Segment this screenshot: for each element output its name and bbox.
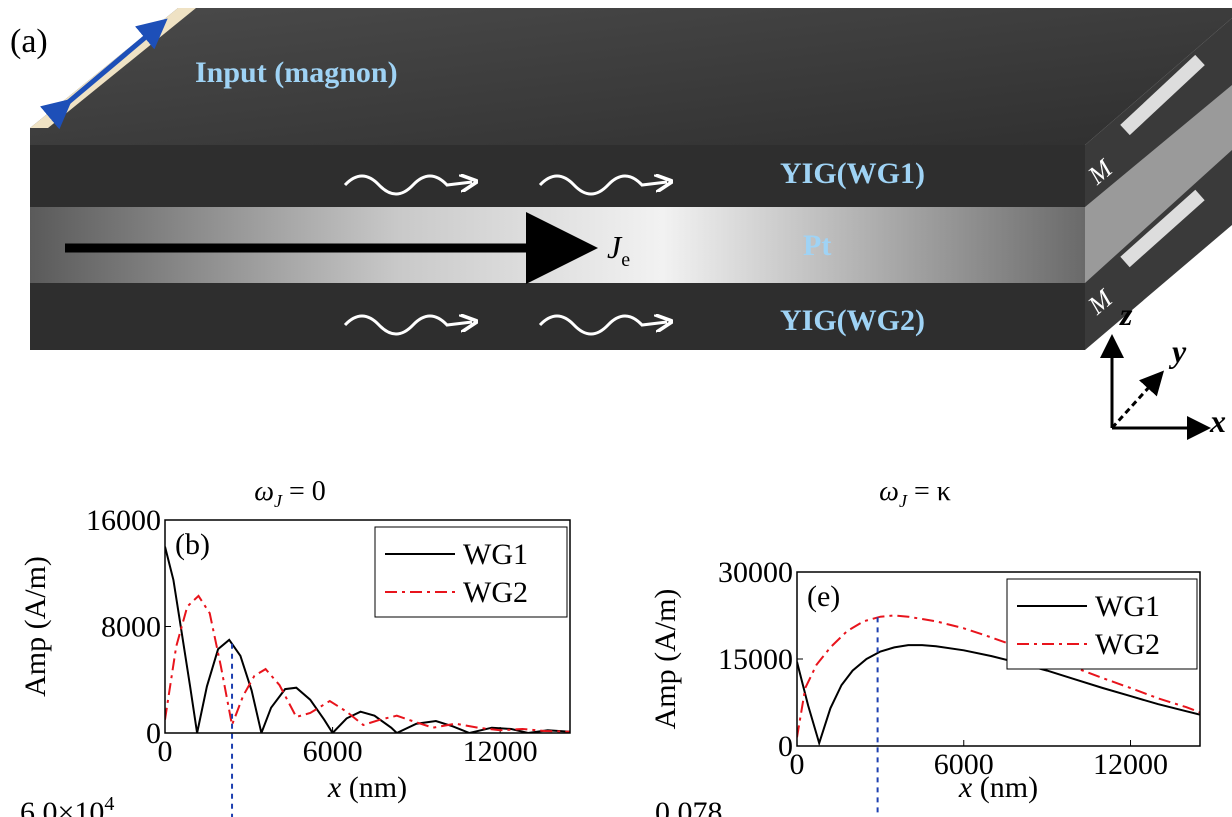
y-tick-label: 30000	[718, 556, 793, 589]
x-label-part: (nm)	[341, 771, 407, 804]
layer-label: YIG(WG1)	[780, 157, 925, 190]
x-tick-label: 12000	[463, 735, 538, 768]
panel-label: (b)	[175, 528, 210, 561]
title-part: = κ	[907, 476, 951, 507]
y-tick-label: 15000	[718, 643, 793, 676]
figure: (a) Input (magnon) YIG(WG1) Pt YIG(WG2) …	[0, 0, 1232, 817]
axis-label: x	[1209, 403, 1226, 439]
title-part: ω	[879, 476, 899, 507]
x-tick-label: 0	[790, 748, 805, 781]
y-tick-label: 16000	[86, 504, 161, 537]
x-tick-label: 0	[158, 735, 173, 768]
axis-label: y	[1168, 333, 1187, 369]
x-label-part: x	[958, 771, 973, 804]
input-label: Input (magnon)	[195, 56, 398, 89]
y-axis-label: Amp (A/m)	[19, 556, 52, 697]
layer-label: Pt	[803, 229, 831, 262]
coordinate-axes	[1112, 340, 1205, 428]
diagram: (a) Input (magnon) YIG(WG1) Pt YIG(WG2) …	[10, 8, 1232, 439]
cut-label-main: 0.078	[655, 796, 723, 817]
panel-label: (e)	[807, 580, 840, 613]
x-tick-label: 12000	[1093, 748, 1168, 781]
panel-label: (a)	[10, 23, 48, 60]
legend-label: WG2	[463, 576, 528, 609]
legend-label: WG2	[1095, 628, 1160, 661]
title-part: ω	[254, 476, 274, 507]
x-axis-label: x (nm)	[958, 771, 1038, 804]
axis-label: z	[1119, 296, 1133, 332]
chart-title: ωJ = 0	[254, 476, 326, 511]
y-axis-label: Amp (A/m)	[649, 589, 682, 730]
title-part: = 0	[282, 476, 326, 507]
x-label-part: x	[327, 771, 342, 804]
y-tick-label: 8000	[101, 611, 161, 644]
x-axis-label: x (nm)	[327, 771, 407, 804]
x-label-part: (nm)	[972, 771, 1038, 804]
cut-label-main: 6.0×10	[20, 796, 104, 817]
current-subscript: e	[621, 249, 630, 271]
cut-label: 0.078	[655, 796, 723, 817]
layer-label: YIG(WG2)	[780, 304, 925, 337]
x-tick-label: 6000	[303, 735, 363, 768]
legend-label: WG1	[1095, 590, 1160, 623]
page: (a) Input (magnon) YIG(WG1) Pt YIG(WG2) …	[0, 0, 1232, 817]
cut-label-sup: 4	[104, 793, 114, 815]
cut-label: 6.0×104	[20, 793, 114, 817]
legend-label: WG1	[463, 538, 528, 571]
chart-title: ωJ = κ	[879, 476, 951, 511]
